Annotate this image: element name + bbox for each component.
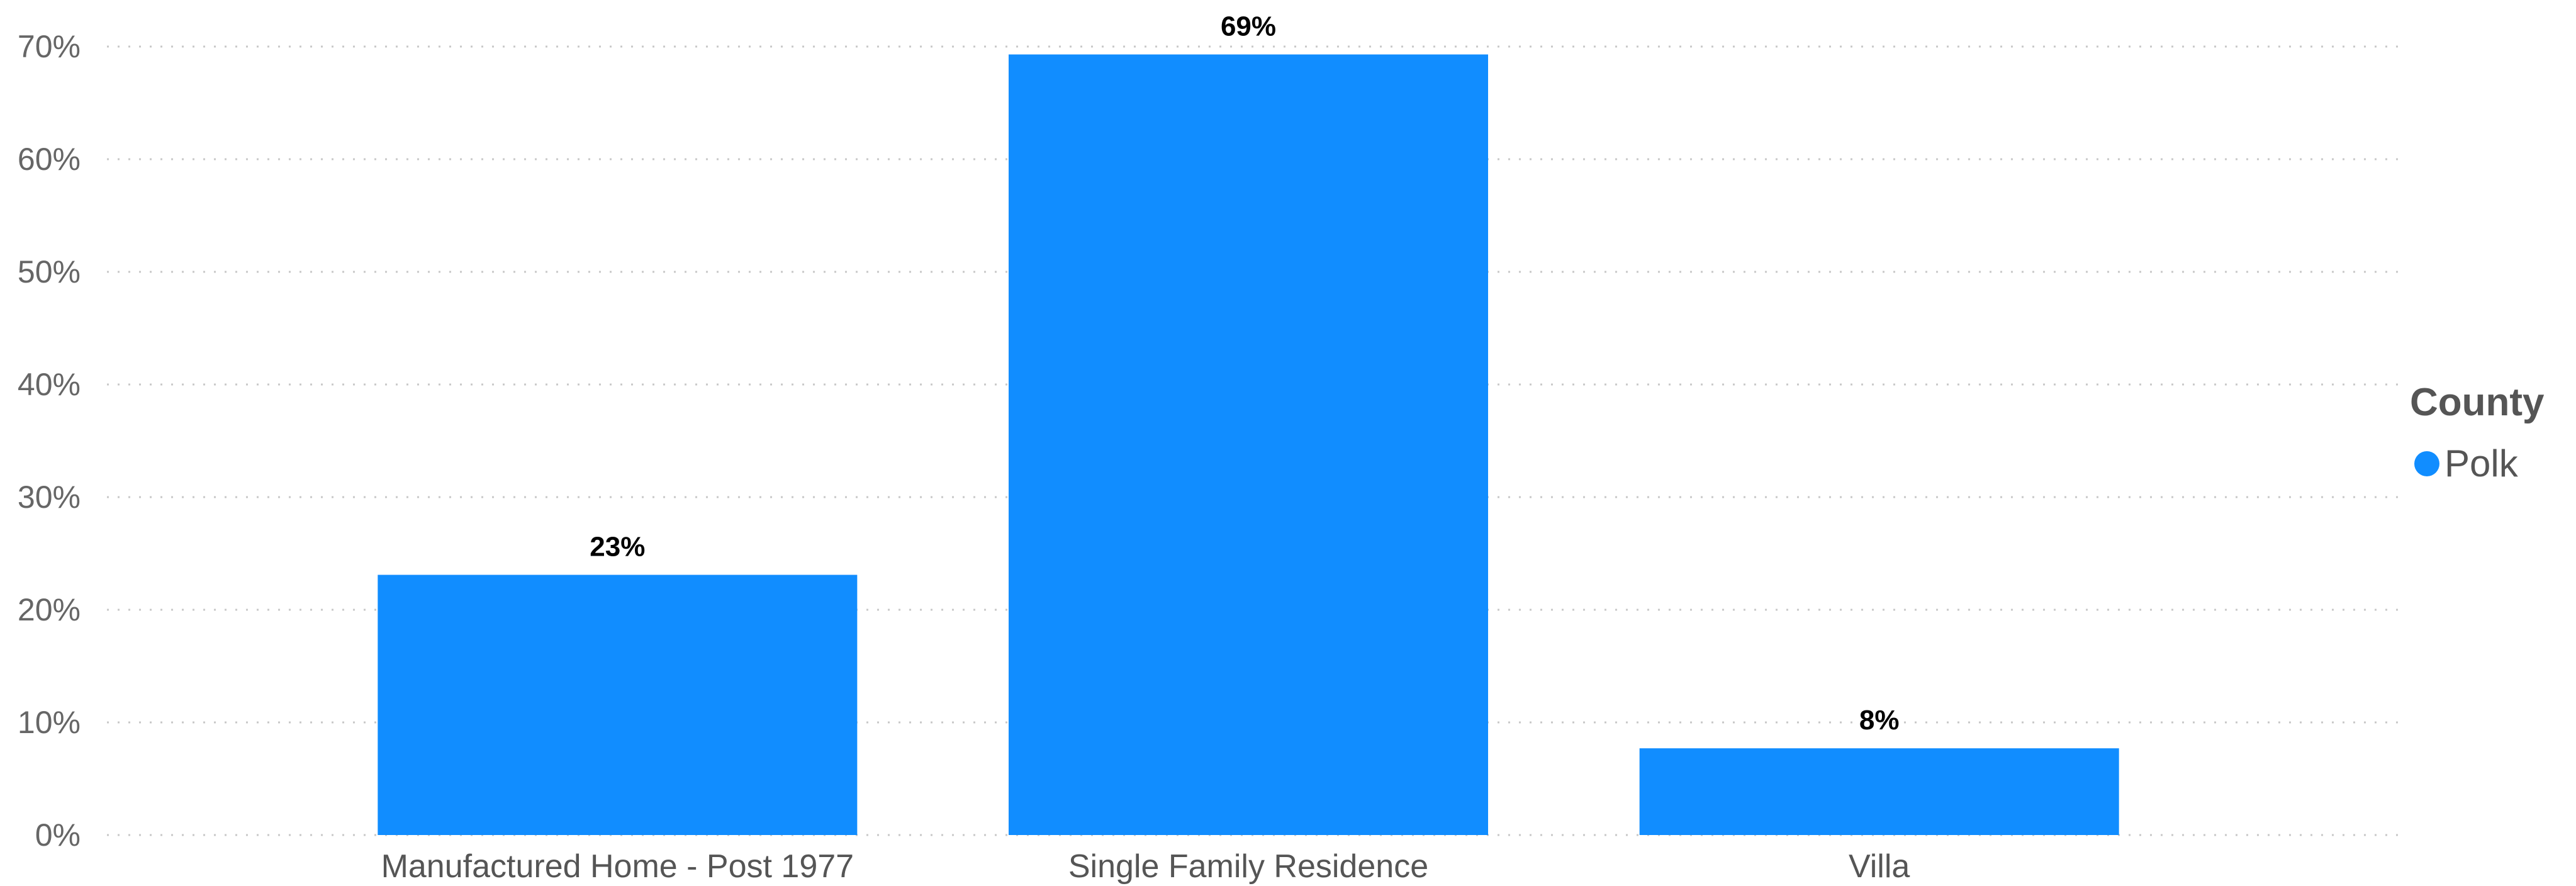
x-category-label: Villa xyxy=(1849,848,1910,885)
legend-item-polk[interactable]: Polk xyxy=(2414,442,2519,485)
y-tick-label: 50% xyxy=(18,254,81,289)
legend-title: County xyxy=(2410,381,2545,424)
y-tick-label: 0% xyxy=(35,817,81,853)
y-tick-label: 10% xyxy=(18,705,81,740)
data-label: 8% xyxy=(1859,705,1900,736)
y-tick-label: 30% xyxy=(18,479,81,515)
bar[interactable] xyxy=(1639,748,2119,835)
data-label: 69% xyxy=(1221,11,1276,42)
legend-item-label: Polk xyxy=(2444,442,2519,485)
data-label: 23% xyxy=(590,532,645,563)
y-tick-label: 40% xyxy=(18,367,81,402)
bar[interactable] xyxy=(378,575,858,835)
bar[interactable] xyxy=(1008,54,1489,835)
data-labels: 23% 69% 8% xyxy=(590,11,1899,736)
bars xyxy=(378,54,2119,835)
legend: County Polk xyxy=(2410,381,2545,485)
x-category-label: Manufactured Home - Post 1977 xyxy=(381,848,854,885)
y-tick-label: 70% xyxy=(18,29,81,64)
x-category-label: Single Family Residence xyxy=(1068,848,1428,885)
y-tick-label: 20% xyxy=(18,592,81,627)
y-axis-ticks: 0% 10% 20% 30% 40% 50% 60% 70% xyxy=(18,29,81,853)
legend-marker xyxy=(2414,451,2439,476)
x-axis-categories: Manufactured Home - Post 1977 Single Fami… xyxy=(381,848,1910,885)
y-tick-label: 60% xyxy=(18,142,81,177)
